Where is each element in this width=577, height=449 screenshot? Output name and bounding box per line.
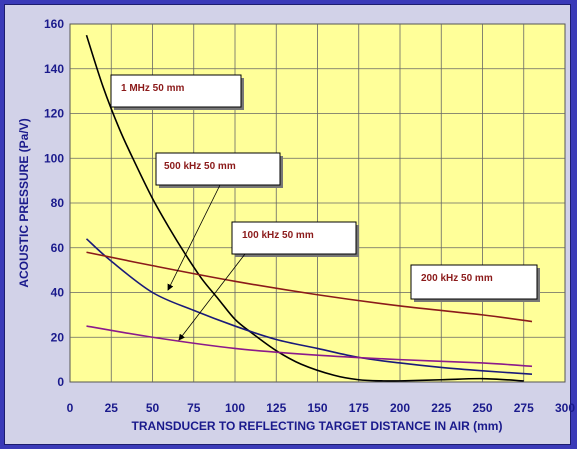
x-tick-label: 50 [146,401,160,415]
y-tick-label: 80 [51,196,65,210]
annotation-label: 500 kHz 50 mm [164,161,236,172]
series-line-1 [85,238,533,375]
x-tick-label: 200 [390,401,410,415]
x-tick-label: 225 [431,401,451,415]
annotations: 1 MHz 50 mm 500 kHz 50 mm 100 kHz 50 mm 200… [110,74,540,341]
x-tick-label: 25 [105,401,119,415]
x-tick-label: 150 [307,401,327,415]
series-line-0 [85,34,524,382]
x-tick-label: 300 [555,401,575,415]
x-tick-label: 250 [472,401,492,415]
annotation-arrow [178,253,246,341]
x-tick-label: 175 [349,401,369,415]
x-tick-label: 125 [266,401,286,415]
y-tick-label: 160 [44,17,64,31]
annotation-label: 200 kHz 50 mm [421,273,493,284]
y-tick-label: 60 [51,241,65,255]
x-tick-label: 100 [225,401,245,415]
annotation-label: 100 kHz 50 mm [242,230,314,241]
y-tick-label: 100 [44,151,64,165]
annotation-callout: 500 kHz 50 mm [155,152,283,291]
y-tick-label: 20 [51,330,65,344]
x-tick-label: 0 [67,401,74,415]
annotation-callout: 100 kHz 50 mm [178,221,359,341]
x-tick-label: 275 [514,401,534,415]
annotation-box [231,221,357,255]
x-tick-label: 75 [187,401,201,415]
y-axis-title: ACOUSTIC PRESSURE (Pa/V) [17,118,31,287]
series-lines [85,34,533,382]
annotation-box [410,264,538,300]
annotation-box [110,74,242,108]
y-tick-labels: 0 20 40 60 80 100 120 140 160 [44,17,64,389]
annotation-arrow [167,184,221,291]
series-line-2 [86,251,533,323]
y-tick-label: 0 [57,375,64,389]
series-line-3 [86,325,533,368]
x-axis-title: TRANSDUCER TO REFLECTING TARGET DISTANCE… [132,419,503,433]
y-tick-label: 40 [51,286,65,300]
annotation-callout: 1 MHz 50 mm [110,74,244,110]
y-tick-label: 140 [44,62,64,76]
grid [70,24,565,382]
y-tick-label: 120 [44,107,64,121]
annotation-callout: 200 kHz 50 mm [410,264,540,302]
annotation-box [155,152,281,186]
x-tick-labels: 0 25 50 75 100 125 150 175 200 225 250 275 300 [67,401,576,415]
annotation-label: 1 MHz 50 mm [121,83,184,94]
